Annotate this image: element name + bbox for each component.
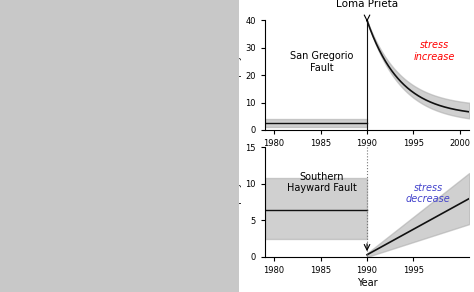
X-axis label: Year: Year xyxy=(357,278,377,288)
Text: Southern
Hayward Fault: Southern Hayward Fault xyxy=(287,172,357,193)
Text: San Gregorio
Fault: San Gregorio Fault xyxy=(291,51,354,73)
Y-axis label: Shocks per year: Shocks per year xyxy=(234,168,243,236)
Y-axis label: Shocks per year: Shocks per year xyxy=(233,41,242,109)
Text: stress
decrease: stress decrease xyxy=(406,183,451,204)
Text: Loma Prieta: Loma Prieta xyxy=(336,0,398,9)
Text: stress
increase: stress increase xyxy=(414,40,455,62)
